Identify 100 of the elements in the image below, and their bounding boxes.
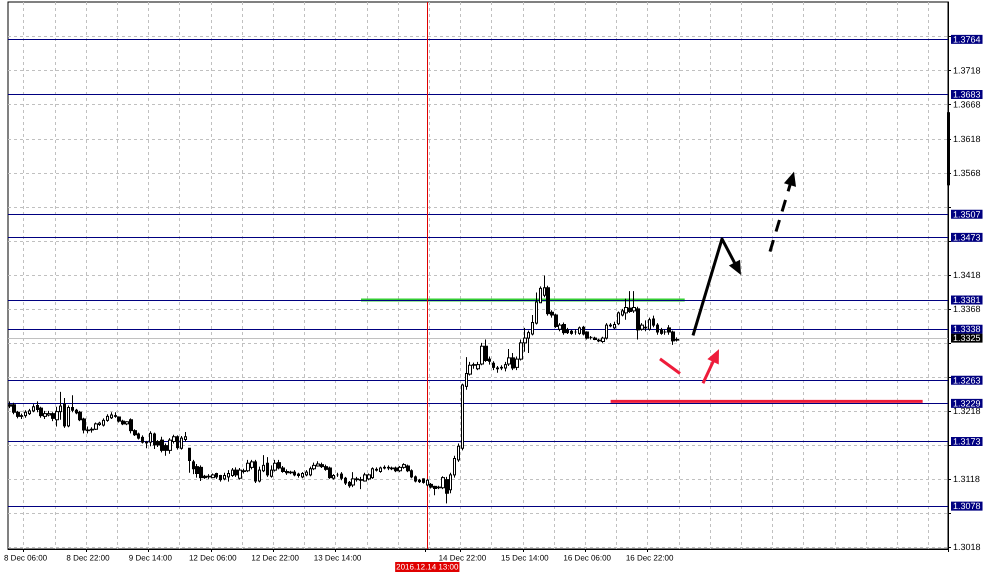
candlestick — [277, 459, 281, 470]
candlestick — [121, 419, 125, 426]
ref-line-label: 1.3338 — [953, 324, 981, 334]
x-tick-label: 16 Dec 22:00 — [626, 554, 674, 562]
ref-line-label: 1.3173 — [953, 436, 981, 447]
ref-line-label: 1.3325 — [953, 333, 981, 344]
candlestick — [390, 466, 394, 471]
candlestick — [663, 328, 667, 336]
ref-line-label: 1.3078 — [953, 501, 981, 512]
candlestick — [246, 459, 250, 473]
candlestick — [98, 421, 101, 426]
ref-line-label: 1.3507 — [953, 209, 981, 220]
candlestick — [394, 466, 398, 473]
candlestick — [199, 464, 203, 482]
candlestick — [160, 436, 164, 453]
candlestick — [379, 466, 382, 474]
candlestick — [227, 470, 230, 482]
candlestick — [211, 472, 215, 479]
candlestick — [219, 474, 222, 482]
candlestick — [207, 474, 211, 480]
candlestick — [301, 472, 304, 479]
candlestick — [359, 476, 363, 490]
candlestick — [153, 432, 156, 450]
ref-line-label: 1.3229 — [953, 398, 981, 408]
y-tick-label: 1.3018 — [953, 542, 981, 552]
candlestick — [223, 472, 226, 481]
candlestick — [231, 468, 234, 478]
candlestick — [320, 462, 324, 469]
x-tick-label: 12 Dec 06:00 — [188, 554, 238, 562]
y-tick-label: 1.3218 — [953, 406, 981, 416]
candlestick — [188, 448, 191, 474]
x-tick-label: 12 Dec 22:00 — [251, 554, 300, 562]
candlestick — [344, 476, 347, 486]
candlestick — [289, 470, 293, 475]
x-tick-label: 9 Dec 14:00 — [128, 554, 172, 562]
x-tick-label: 2016.12.14 13:00 — [396, 562, 459, 572]
candlestick — [309, 466, 312, 477]
candlestick — [32, 404, 35, 413]
y-tick-label: 1.3568 — [953, 168, 981, 178]
candlestick — [238, 468, 242, 480]
candlestick — [589, 336, 593, 340]
candlestick — [617, 311, 620, 326]
candlestick — [141, 434, 144, 444]
candlestick — [660, 327, 663, 336]
candlestick — [180, 436, 183, 450]
x-tick-label: 14 Dec 22:00 — [438, 554, 487, 562]
y-tick-label: 1.3668 — [953, 100, 981, 110]
x-tick-label: 16 Dec 06:00 — [563, 554, 612, 562]
candlestick — [398, 466, 402, 473]
candlestick — [648, 317, 651, 332]
candlestick — [644, 320, 647, 332]
x-tick-label: 13 Dec 14:00 — [314, 554, 362, 562]
candlestick — [24, 410, 27, 418]
x-tick-label: 8 Dec 06:00 — [4, 554, 48, 562]
candlestick — [305, 470, 308, 477]
ref-line-label: 1.3381 — [953, 294, 981, 305]
candlestick — [418, 478, 421, 484]
candlestick — [117, 416, 121, 423]
candlestick — [484, 338, 488, 362]
candlestick — [293, 470, 296, 477]
candlestick — [480, 342, 484, 366]
y-tick-label: 1.3368 — [953, 304, 981, 314]
candlestick — [422, 478, 425, 484]
ref-line-label: 1.3473 — [953, 232, 981, 242]
ref-line-label: 1.3683 — [953, 90, 981, 100]
ref-line-label: 1.3764 — [953, 34, 981, 44]
candlestick — [387, 464, 390, 471]
candlestick — [570, 329, 573, 336]
candlestick — [20, 413, 23, 420]
candlestick — [102, 418, 105, 428]
y-tick-label: 1.3418 — [953, 270, 981, 280]
candlestick — [496, 365, 499, 374]
candlestick — [129, 418, 133, 434]
candlestick — [28, 408, 31, 416]
candlestick — [215, 472, 218, 480]
candlestick — [94, 422, 98, 430]
candlestick — [492, 360, 495, 371]
candlestick — [266, 456, 269, 478]
candlestick — [297, 472, 300, 478]
y-tick-label: 1.3618 — [953, 134, 981, 144]
candlestick — [426, 478, 429, 487]
candlestick — [90, 426, 94, 434]
candlestick — [511, 352, 515, 371]
candlestick — [234, 466, 238, 478]
candlestick — [285, 468, 289, 476]
candlestick — [137, 432, 140, 440]
candlestick — [500, 364, 503, 371]
candlestick — [110, 412, 113, 420]
candlestick — [149, 430, 152, 447]
candlestick — [254, 459, 257, 484]
candlestick — [597, 338, 601, 343]
candlestick — [445, 476, 449, 504]
candlestick — [605, 322, 608, 340]
candlestick — [43, 410, 47, 420]
candlestick — [316, 460, 320, 468]
candlestick — [578, 326, 581, 336]
candlestick — [176, 434, 179, 450]
candlestick — [371, 466, 374, 480]
candlestick — [114, 412, 117, 418]
y-tick-label: 1.3718 — [953, 66, 981, 76]
